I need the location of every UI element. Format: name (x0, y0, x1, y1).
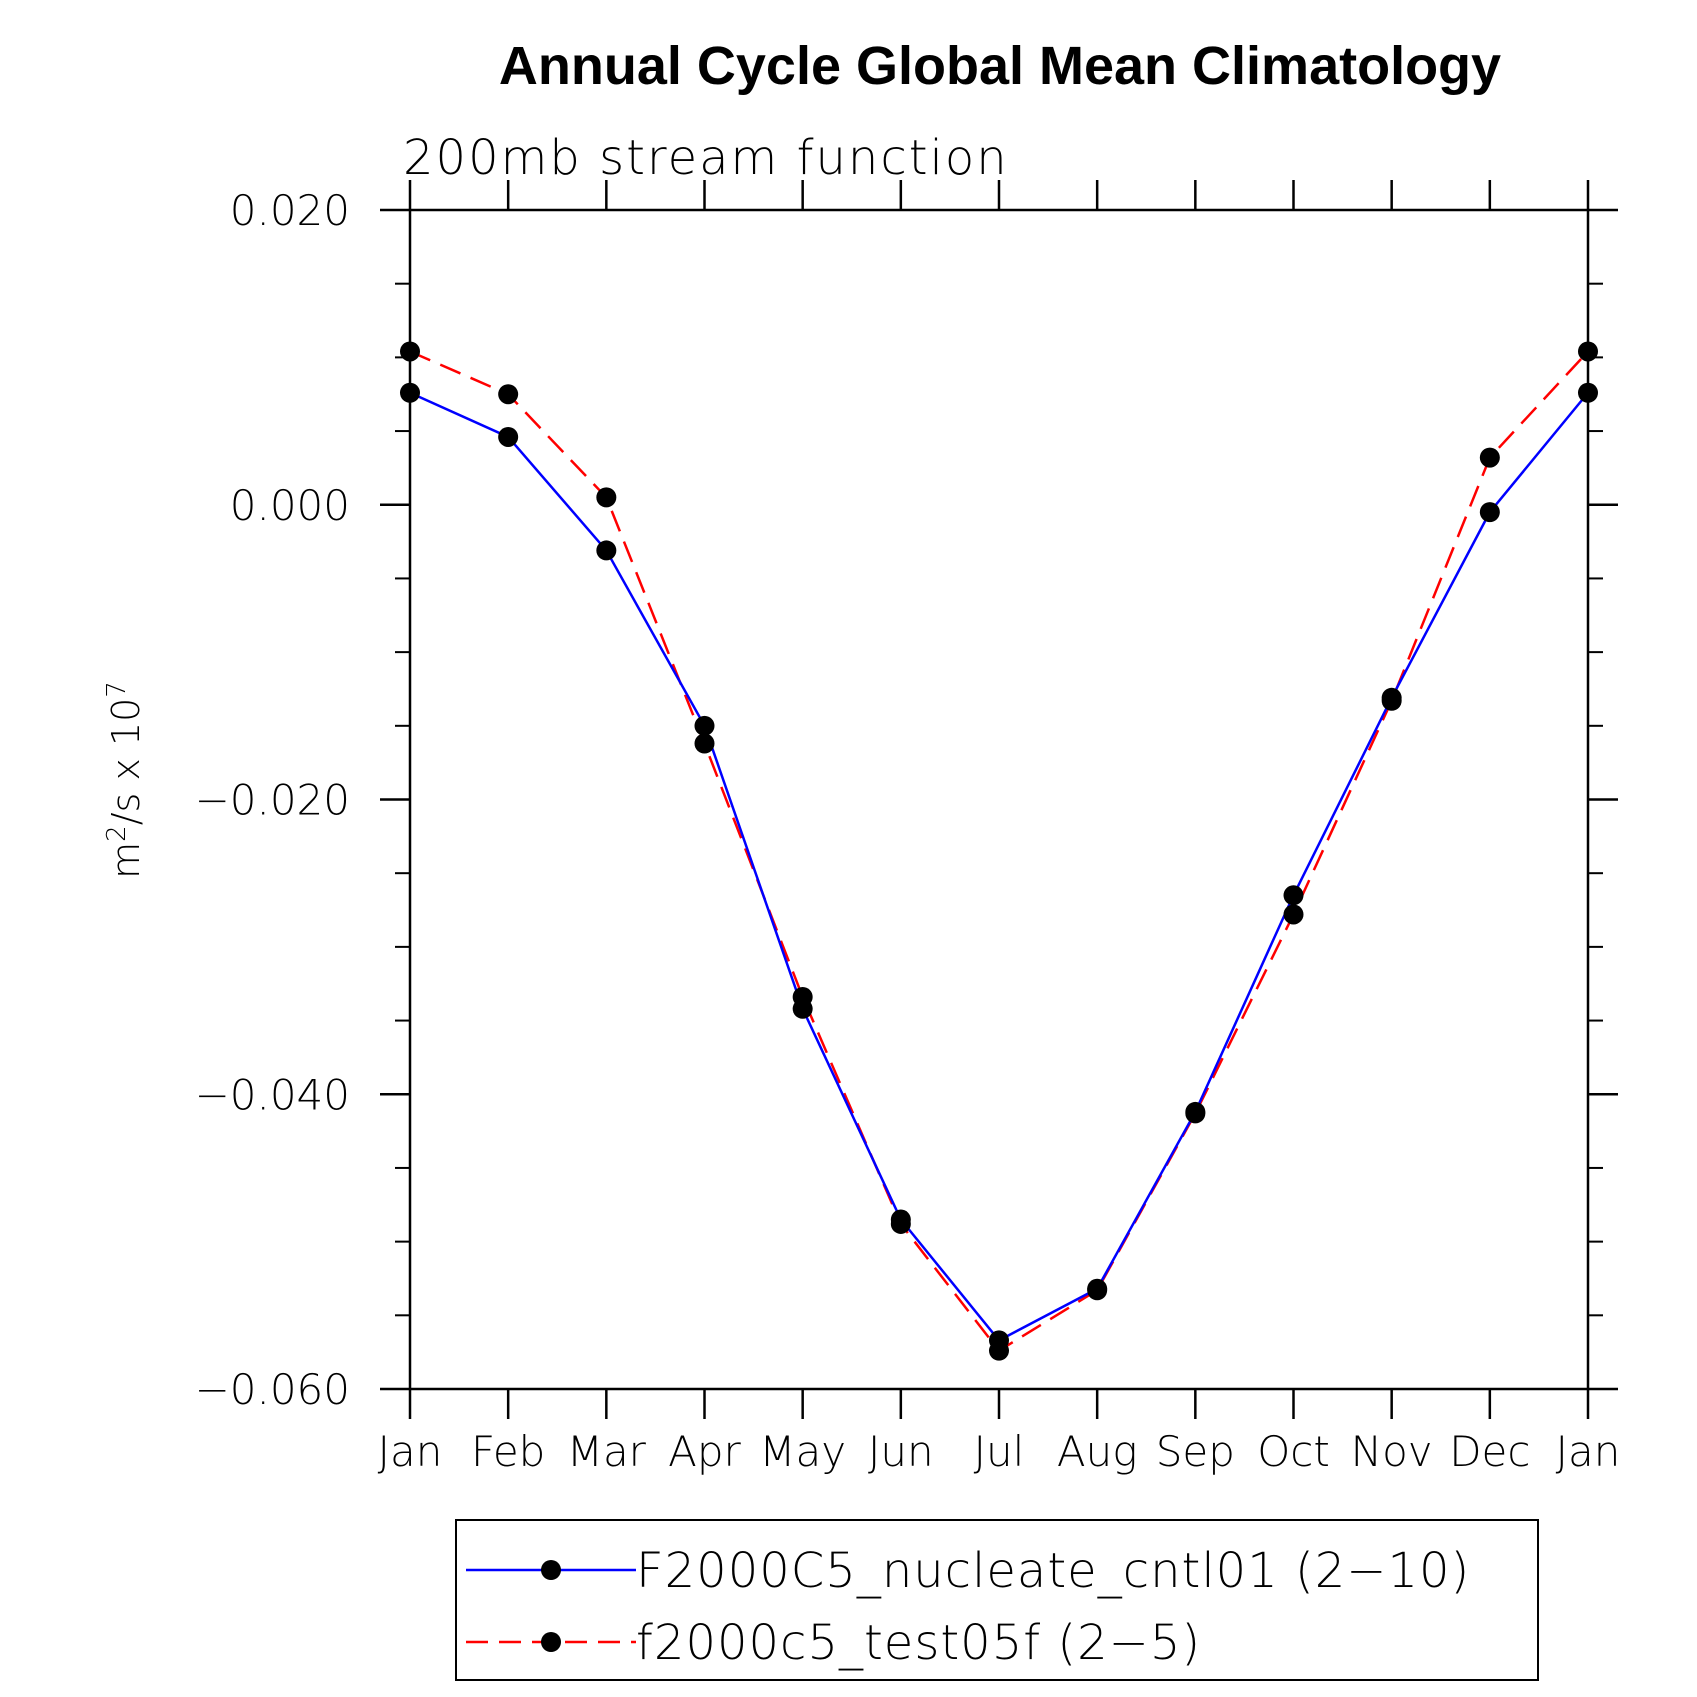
x-tick-label: Dec (1449, 1427, 1530, 1476)
series-1-point (1087, 1280, 1108, 1301)
series-0-point (694, 715, 715, 736)
legend: F2000C5_nucleate_cntl01 (2−10) f2000c5_t… (455, 1519, 1539, 1681)
plot-frame (408, 208, 1590, 1391)
x-tick-label: Apr (668, 1427, 741, 1476)
series-1-point (1185, 1103, 1206, 1124)
x-tick-label: Aug (1057, 1427, 1138, 1476)
series-line-0 (409, 391, 1589, 1342)
y-tick-label: −0.040 (195, 1070, 350, 1119)
legend-marker-cntl01 (541, 1560, 561, 1580)
x-tick-label: Sep (1156, 1427, 1235, 1476)
series-0-point (1578, 382, 1598, 403)
series-1-point (1283, 904, 1304, 925)
series-1-point (1479, 447, 1500, 468)
series-1-point (1578, 341, 1598, 362)
series-1-point (890, 1213, 911, 1234)
series-1-point (989, 1340, 1009, 1361)
x-tick-label: Mar (567, 1427, 647, 1476)
x-tick-label: Oct (1257, 1427, 1330, 1476)
x-tick-label: May (759, 1427, 846, 1476)
series-1-point (1381, 690, 1402, 711)
legend-label-cntl01: F2000C5_nucleate_cntl01 (2−10) (636, 1543, 1470, 1599)
series-1-point (792, 986, 813, 1007)
series-line-1 (409, 350, 1589, 1353)
series-1-point (498, 384, 519, 405)
series-0-point (1479, 502, 1500, 523)
series-0-point (498, 426, 519, 447)
legend-box (455, 1519, 1539, 1681)
series-0-point (400, 382, 420, 403)
x-tick-label: Jan (1556, 1427, 1621, 1476)
x-tick-label: Jun (868, 1427, 934, 1476)
series-1-point (694, 733, 715, 754)
y-axis-label: m2/s x 107 (102, 681, 148, 879)
series-0-point (596, 540, 617, 561)
y-tick-label: 0.020 (230, 186, 350, 235)
y-tick-label: 0.000 (230, 481, 350, 530)
y-tick-label: −0.060 (195, 1365, 350, 1414)
x-tick-label: Nov (1351, 1427, 1433, 1476)
series-1-point (400, 341, 420, 362)
x-tick-label: Feb (471, 1427, 545, 1476)
x-tick-label: Jan (378, 1427, 443, 1476)
plot-area (400, 341, 1598, 1361)
y-tick-label: −0.020 (195, 776, 350, 825)
chart-title: Annual Cycle Global Mean Climatology (499, 36, 1501, 96)
chart-subtitle: 200mb stream function (403, 130, 1009, 186)
series-0-point (1283, 885, 1304, 906)
legend-marker-test05f (541, 1632, 561, 1652)
x-tick-label: Jul (974, 1427, 1025, 1476)
legend-label-test05f: f2000c5_test05f (2−5) (636, 1615, 1201, 1671)
series-1-point (596, 487, 617, 508)
axes: Jan Feb Mar Apr May Jun Jul Aug Sep Oct Nov Dec Jan 0… (195, 180, 1621, 1476)
